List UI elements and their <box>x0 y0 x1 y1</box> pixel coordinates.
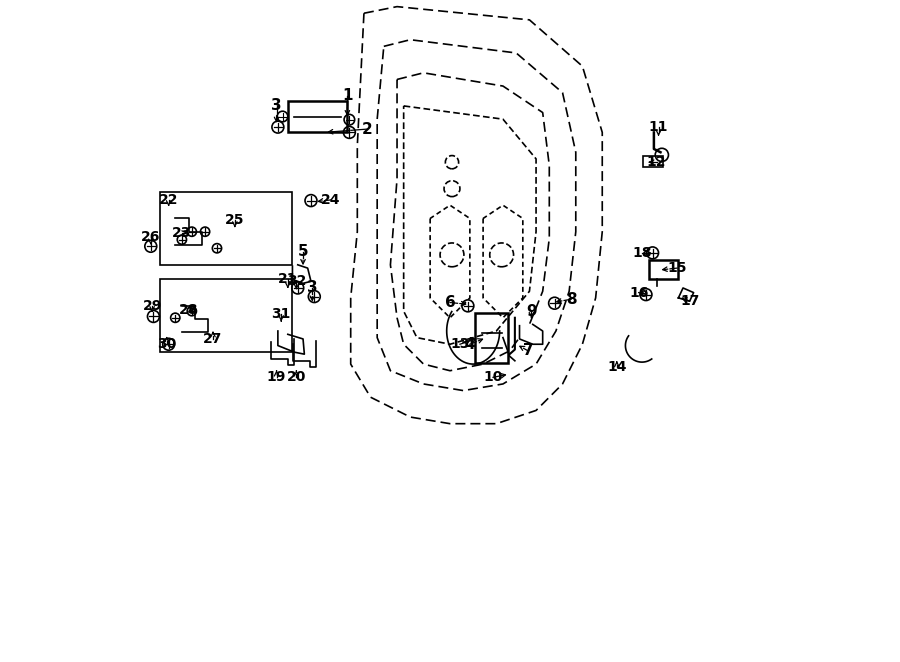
Text: 32: 32 <box>287 274 306 289</box>
Text: 10: 10 <box>483 370 503 385</box>
Text: 22: 22 <box>159 193 178 207</box>
Text: 7: 7 <box>523 344 534 358</box>
Text: 26: 26 <box>141 230 160 244</box>
Text: 12: 12 <box>647 155 666 169</box>
Text: 9: 9 <box>526 304 536 318</box>
Text: 29: 29 <box>142 299 162 313</box>
Text: 19: 19 <box>267 370 286 385</box>
Text: 3: 3 <box>271 99 282 113</box>
Text: 18: 18 <box>632 246 652 260</box>
Text: 3: 3 <box>307 281 318 295</box>
Text: 6: 6 <box>445 295 455 310</box>
Bar <box>160 192 292 265</box>
Text: 30: 30 <box>157 337 176 352</box>
Bar <box>649 260 679 279</box>
Text: 24: 24 <box>321 193 340 207</box>
Text: 2: 2 <box>362 122 373 136</box>
Text: 4: 4 <box>464 337 475 352</box>
Text: 27: 27 <box>203 332 222 346</box>
Text: 5: 5 <box>298 244 309 259</box>
Text: 25: 25 <box>225 213 245 227</box>
Polygon shape <box>519 324 543 344</box>
Bar <box>644 156 663 167</box>
Bar <box>475 313 508 363</box>
Text: 15: 15 <box>667 261 687 275</box>
Text: 11: 11 <box>649 120 669 134</box>
Text: 20: 20 <box>287 370 306 385</box>
Text: 16: 16 <box>629 285 648 300</box>
Text: 23: 23 <box>172 226 192 240</box>
Text: 21: 21 <box>278 272 298 287</box>
Bar <box>160 279 292 352</box>
Text: 17: 17 <box>680 294 699 308</box>
Polygon shape <box>679 288 694 301</box>
Text: 8: 8 <box>566 292 577 307</box>
Text: 28: 28 <box>179 303 198 317</box>
Text: 14: 14 <box>608 360 626 375</box>
Text: 31: 31 <box>272 307 291 322</box>
Text: 13: 13 <box>450 337 470 352</box>
Text: 1: 1 <box>342 89 353 103</box>
Bar <box>288 101 347 132</box>
